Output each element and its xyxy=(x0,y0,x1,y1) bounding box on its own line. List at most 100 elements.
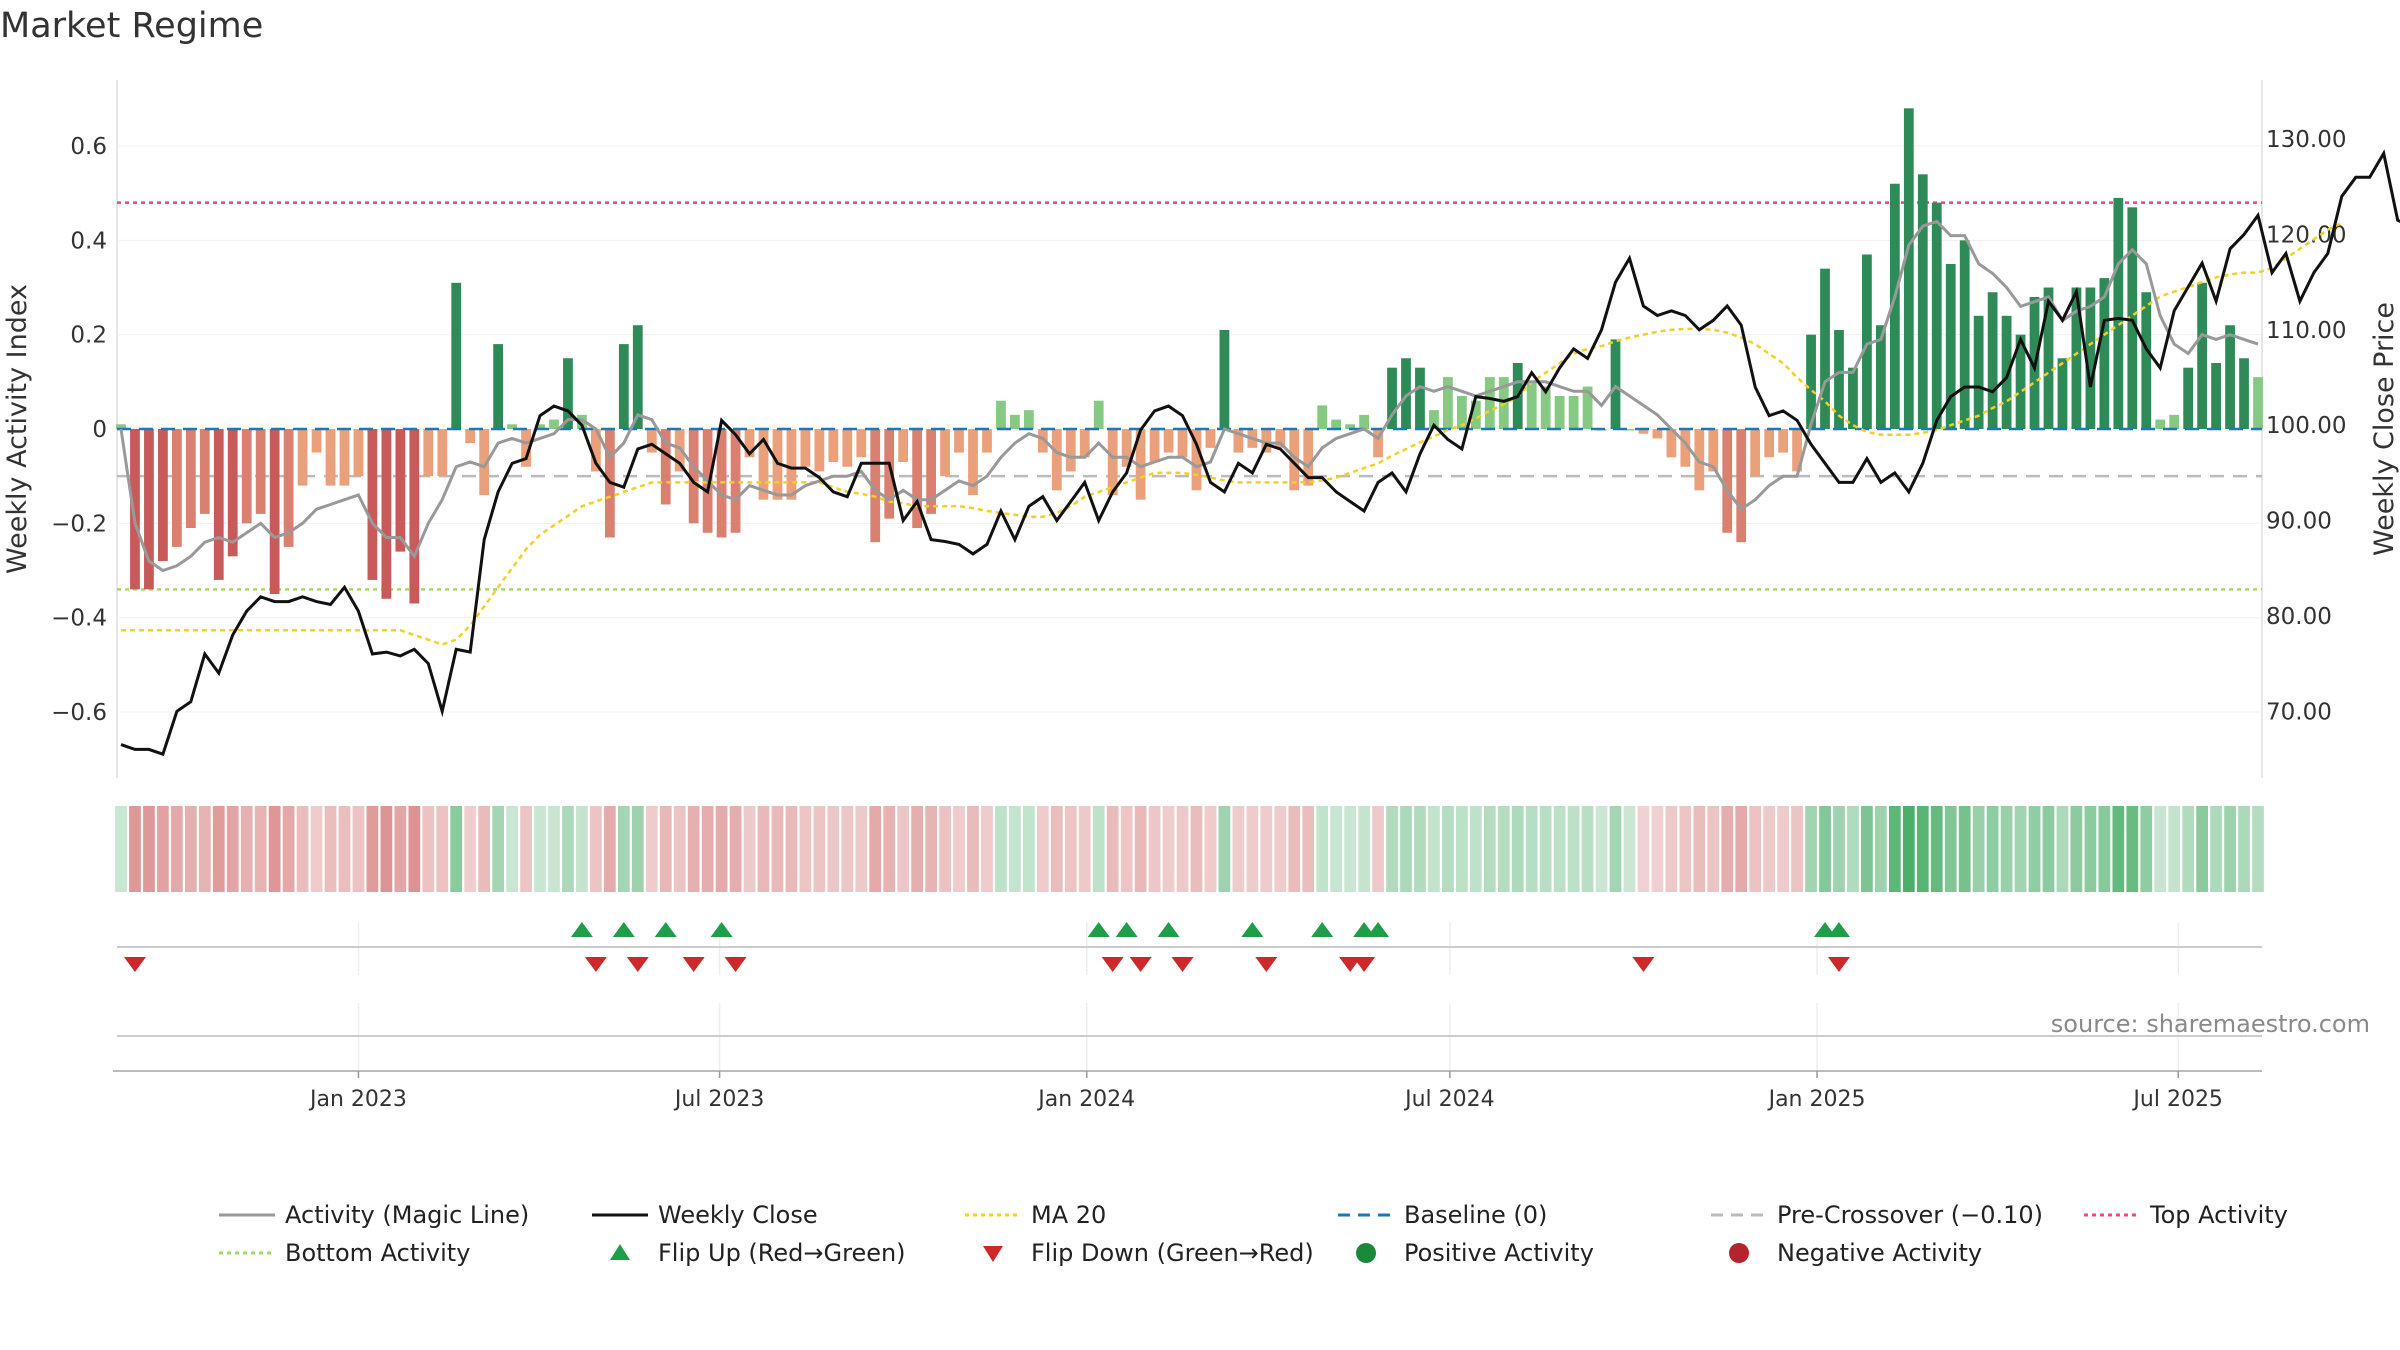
activity-bar xyxy=(283,429,294,547)
activity-bar xyxy=(395,429,406,552)
regime-strip-cell xyxy=(1302,806,1315,892)
activity-bar xyxy=(1792,429,1802,472)
activity-bar xyxy=(1317,405,1328,429)
regime-strip-cell xyxy=(897,806,910,892)
activity-bar xyxy=(1191,429,1202,491)
regime-strip-cell xyxy=(2252,806,2264,892)
legend-item-positive-activity[interactable]: Positive Activity xyxy=(1334,1238,1594,1268)
activity-bar xyxy=(325,429,336,486)
activity-bar xyxy=(996,400,1006,429)
flip-up-marker xyxy=(1115,922,1138,937)
regime-strip-cell xyxy=(1232,806,1245,892)
regime-strip-cell xyxy=(743,806,756,892)
activity-bar xyxy=(213,429,224,580)
weekly-close-line xyxy=(120,149,2400,757)
activity-bar xyxy=(842,429,853,467)
regime-strip-cell xyxy=(352,806,365,892)
regime-strip-cell xyxy=(855,806,868,892)
legend-label: Bottom Activity xyxy=(285,1239,471,1267)
activity-bar xyxy=(1554,395,1565,429)
regime-strip-cell xyxy=(1106,806,1119,892)
regime-strip-cell xyxy=(1064,806,1077,892)
activity-bar xyxy=(1065,429,1076,472)
flip-up-marker xyxy=(1814,922,1837,937)
regime-strip-cell xyxy=(1386,806,1398,892)
regime-strip-cell xyxy=(1050,806,1063,892)
activity-bar xyxy=(1778,429,1788,453)
regime-strip-cell xyxy=(1902,806,1915,892)
legend-item-bottom-activity[interactable]: Bottom Activity xyxy=(215,1238,470,1268)
activity-bar xyxy=(353,429,364,477)
legend-item-baseline[interactable]: Baseline (0) xyxy=(1334,1200,1547,1230)
regime-strip-cell xyxy=(1916,806,1929,892)
legend-item-negative-activity[interactable]: Negative Activity xyxy=(1707,1238,1982,1268)
activity-bar xyxy=(381,429,392,599)
activity-bar xyxy=(1931,202,1942,429)
activity-bar xyxy=(1917,174,1928,429)
regime-strip-cell xyxy=(701,806,714,892)
regime-strip-cell xyxy=(1539,806,1552,892)
regime-strip-cell xyxy=(1847,806,1859,892)
regime-strip-cell xyxy=(240,806,253,892)
regime-strip-cell xyxy=(617,806,630,892)
x-tick-label: Jul 2024 xyxy=(1403,1087,1495,1112)
regime-strip-cell xyxy=(520,806,532,892)
y-axis-left-label: Weekly Activity Index xyxy=(2,284,33,574)
activity-bar xyxy=(171,429,182,547)
legend-item-weekly-close[interactable]: Weekly Close xyxy=(588,1200,818,1230)
flip-down-marker xyxy=(1171,957,1194,972)
legend-item-top-activity[interactable]: Top Activity xyxy=(2080,1200,2288,1230)
regime-strip-cell xyxy=(1567,806,1580,892)
x-tick-label: Jul 2023 xyxy=(673,1087,765,1112)
regime-strip-cell xyxy=(576,806,588,892)
regime-strip-cell xyxy=(2042,806,2055,892)
regime-strip-cell xyxy=(1162,806,1175,892)
legend-label: Weekly Close xyxy=(658,1201,818,1229)
flip-down-marker xyxy=(626,957,649,972)
regime-strip-cell xyxy=(2210,806,2222,892)
regime-strip-cell xyxy=(492,806,504,892)
regime-strip-cell xyxy=(324,806,337,892)
activity-bar xyxy=(1806,334,1816,429)
regime-strip-cell xyxy=(366,806,379,892)
regime-strip-cell xyxy=(1078,806,1091,892)
regime-strip-cell xyxy=(1679,806,1692,892)
regime-strip-cell xyxy=(1637,806,1650,892)
regime-strip-cell xyxy=(1609,806,1622,892)
regime-strip-cell xyxy=(2224,806,2236,892)
activity-bar xyxy=(646,429,657,453)
regime-strip-cell xyxy=(715,806,728,892)
legend-item-ma20[interactable]: MA 20 xyxy=(961,1200,1106,1230)
legend-label: Positive Activity xyxy=(1404,1239,1594,1267)
source-credit: source: sharemaestro.com xyxy=(2050,1010,2370,1038)
regime-strip-cell xyxy=(1260,806,1273,892)
activity-bar xyxy=(1359,414,1369,429)
regime-strip-cell xyxy=(673,806,686,892)
regime-strip-cell xyxy=(1819,806,1831,892)
activity-bar xyxy=(1764,429,1775,458)
regime-strip-cell xyxy=(995,806,1007,892)
activity-bar xyxy=(912,429,923,529)
activity-bar xyxy=(1429,410,1439,429)
activity-bar xyxy=(2239,358,2249,429)
activity-bar xyxy=(744,429,755,458)
legend-item-activity-magic-line[interactable]: Activity (Magic Line) xyxy=(215,1200,529,1230)
regime-strip-cell xyxy=(729,806,742,892)
regime-strip-cell xyxy=(785,806,798,892)
activity-bar xyxy=(1875,325,1886,429)
activity-bar xyxy=(898,429,909,463)
activity-bar xyxy=(2211,362,2221,429)
regime-strip-cell xyxy=(212,806,225,892)
activity-bar xyxy=(269,429,280,595)
regime-strip-cell xyxy=(1009,806,1021,892)
legend-item-pre-crossover[interactable]: Pre-Crossover (−0.10) xyxy=(1707,1200,2043,1230)
activity-bar xyxy=(2015,334,2026,429)
legend-item-flip-up[interactable]: Flip Up (Red→Green) xyxy=(588,1238,906,1268)
regime-strip-cell xyxy=(282,806,295,892)
legend-item-flip-down[interactable]: Flip Down (Green→Red) xyxy=(961,1238,1314,1268)
regime-strip-cell xyxy=(1595,806,1608,892)
regime-strip-cell xyxy=(841,806,854,892)
legend-label: MA 20 xyxy=(1031,1201,1107,1229)
activity-bar xyxy=(1219,329,1230,429)
activity-bar xyxy=(982,429,992,453)
